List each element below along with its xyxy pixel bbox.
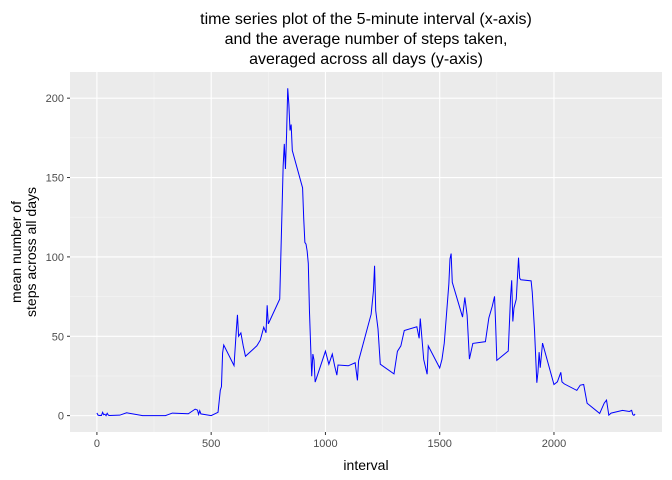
x-tick-label: 0 <box>94 438 100 450</box>
x-tick-label: 500 <box>202 438 220 450</box>
chart-title: time series plot of the 5-minute interva… <box>200 11 532 68</box>
y-tick-label: 100 <box>46 252 64 264</box>
y-axis-title: mean number ofsteps across all days <box>8 187 39 317</box>
x-tick-label: 1500 <box>427 438 451 450</box>
y-tick-label: 200 <box>46 93 64 105</box>
y-tick-label: 150 <box>46 173 64 185</box>
y-tick-label: 50 <box>52 331 64 343</box>
y-tick-label: 0 <box>58 411 64 423</box>
panel <box>70 72 662 432</box>
x-tick-label: 1000 <box>313 438 337 450</box>
x-tick-label: 2000 <box>542 438 566 450</box>
series-line <box>96 88 636 417</box>
x-axis-title: interval <box>343 457 388 473</box>
